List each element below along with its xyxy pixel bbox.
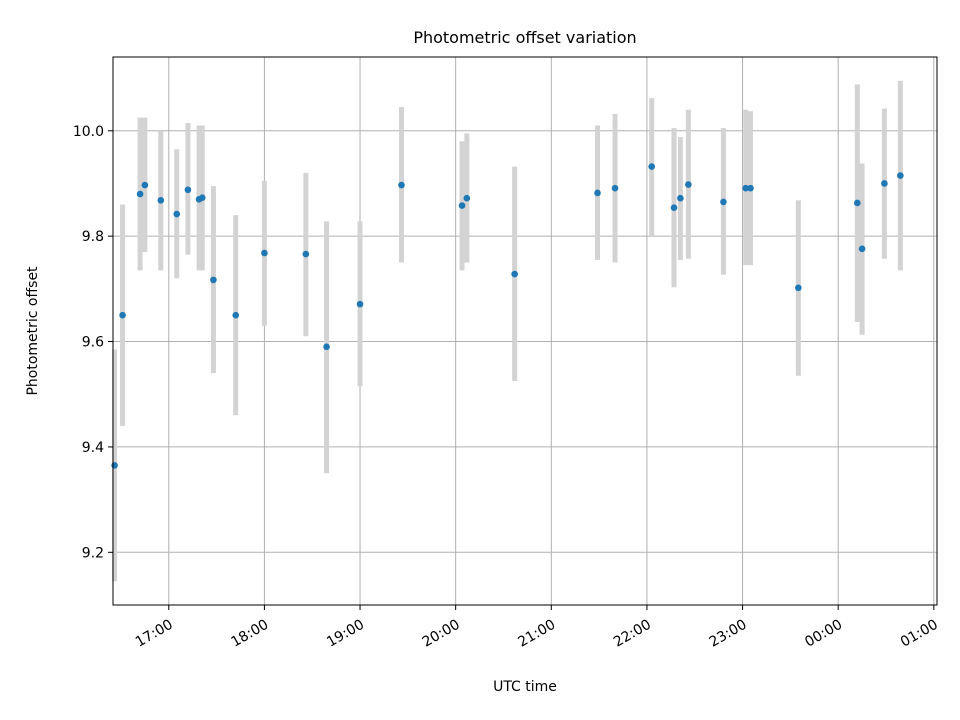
data-point — [594, 189, 601, 197]
data-point — [795, 284, 802, 292]
data-point — [463, 194, 471, 202]
y-tick-label: 9.4 — [82, 440, 104, 456]
data-point — [648, 163, 656, 170]
x-axis-label: UTC time — [493, 679, 557, 695]
data-point — [210, 276, 217, 284]
data-point — [302, 250, 310, 258]
data-point — [742, 184, 750, 192]
data-point — [111, 462, 118, 469]
data-point — [323, 343, 330, 351]
data-point — [157, 197, 165, 204]
y-axis-label: Photometric offset — [25, 266, 41, 396]
data-point — [897, 172, 904, 179]
data-point — [356, 300, 364, 308]
data-point — [119, 311, 126, 319]
y-tick-label: 10.0 — [73, 124, 104, 140]
data-point — [232, 311, 240, 319]
data-point — [720, 198, 727, 206]
data-point — [881, 180, 888, 187]
data-point — [184, 186, 192, 194]
data-point — [136, 190, 144, 198]
data-point — [677, 194, 684, 202]
y-axis-ticks: 9.2 9.4 9.6 9.8 10.0 — [73, 124, 113, 561]
data-point — [747, 184, 754, 192]
data-point — [611, 184, 619, 192]
data-point — [398, 181, 405, 189]
data-point — [173, 210, 181, 218]
data-point — [858, 245, 866, 253]
data-point — [198, 194, 206, 201]
data-point — [670, 204, 678, 211]
y-tick-label: 9.8 — [82, 229, 104, 245]
data-point — [141, 181, 149, 189]
data-point — [511, 270, 518, 278]
data-point — [685, 181, 692, 188]
y-tick-label: 9.6 — [82, 335, 104, 351]
data-point — [261, 249, 268, 257]
plot-frame — [112, 56, 938, 606]
data-point — [854, 199, 861, 207]
data-point — [458, 202, 466, 209]
data-points — [111, 163, 904, 469]
chart-title: Photometric offset variation — [413, 28, 636, 47]
y-tick-label: 9.2 — [82, 545, 104, 561]
